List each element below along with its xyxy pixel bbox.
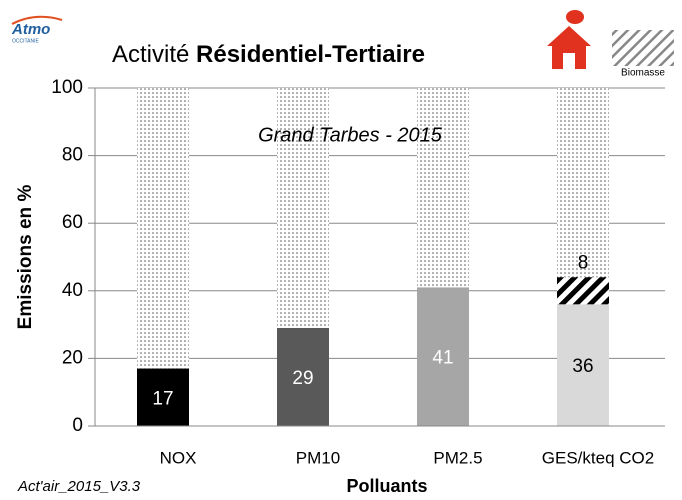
logo-region: OCCITANIE bbox=[12, 38, 40, 44]
legend-swatch bbox=[612, 30, 674, 66]
legend-label: Biomasse bbox=[621, 68, 665, 79]
house-icon bbox=[547, 10, 591, 69]
x-axis-label: Polluants bbox=[346, 476, 427, 496]
data-label: 17 bbox=[152, 388, 173, 409]
subtitle: Grand Tarbes - 2015 bbox=[258, 124, 443, 146]
title-bold: Résidentiel-Tertiaire bbox=[196, 41, 425, 68]
bar bbox=[277, 327, 329, 426]
y-axis-label: Emissions en % bbox=[15, 185, 36, 330]
x-tick-label: GES/kteq CO2 bbox=[542, 448, 654, 467]
x-tick-label: PM2.5 bbox=[433, 448, 482, 467]
bar-segment-hatch bbox=[557, 277, 609, 305]
logo: Atmo OCCITANIE bbox=[11, 15, 63, 44]
y-tick-label: 80 bbox=[62, 145, 83, 166]
footer: Act'air_2015_V3.3 bbox=[17, 478, 141, 495]
title-regular: Activité bbox=[112, 41, 189, 68]
data-label: 8 bbox=[578, 252, 589, 273]
bar bbox=[417, 287, 469, 426]
y-tick-label: 100 bbox=[51, 77, 83, 98]
x-tick-label: PM10 bbox=[296, 448, 340, 467]
bar bbox=[137, 368, 189, 426]
y-tick-label: 0 bbox=[72, 415, 83, 436]
y-tick-label: 20 bbox=[62, 347, 83, 368]
data-label: 36 bbox=[572, 356, 593, 377]
y-tick-label: 40 bbox=[62, 280, 83, 301]
bar bbox=[557, 304, 609, 426]
x-tick-label: NOX bbox=[160, 448, 197, 467]
y-tick-label: 60 bbox=[62, 212, 83, 233]
logo-swoosh bbox=[11, 15, 63, 25]
logo-name: Atmo bbox=[11, 21, 50, 38]
data-label: 41 bbox=[432, 348, 453, 369]
data-label: 29 bbox=[292, 368, 313, 389]
chart-title: Activité Résidentiel-Tertiaire bbox=[112, 41, 425, 68]
